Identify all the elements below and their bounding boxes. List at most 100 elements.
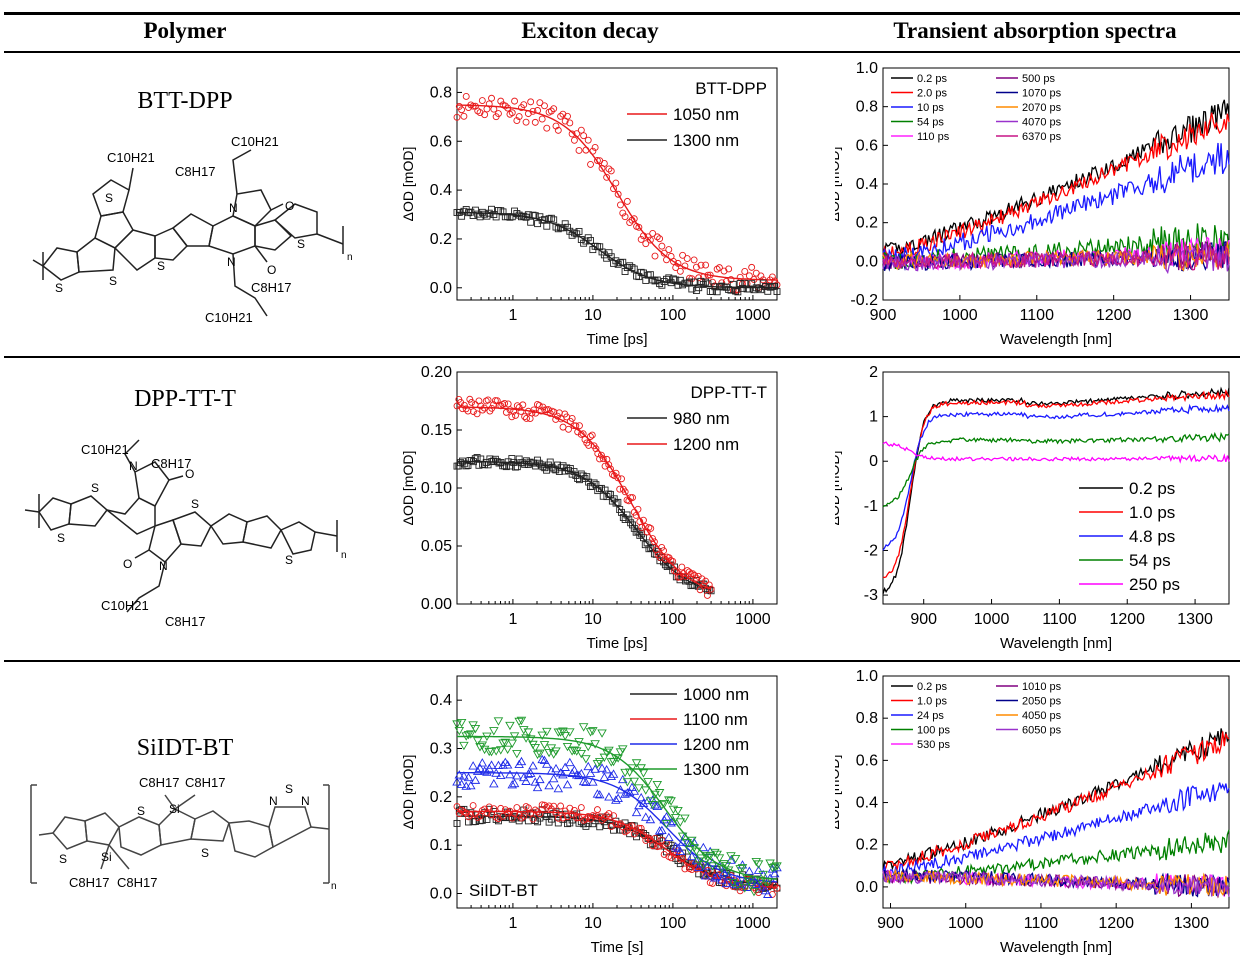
data-point: [592, 445, 600, 453]
data-point: [501, 399, 508, 407]
data-point: [527, 98, 535, 106]
data-point: [505, 721, 515, 731]
data-point: [739, 284, 746, 292]
data-point: [531, 806, 539, 814]
x-tick-label: 10: [584, 307, 602, 324]
x-tick-label: 1300: [1177, 611, 1213, 628]
data-point: [568, 415, 576, 422]
data-point: [682, 837, 692, 847]
y-tick-label: 0.6: [430, 133, 452, 150]
data-point: [658, 242, 666, 250]
data-point: [593, 806, 601, 814]
data-point: [456, 718, 467, 728]
data-point: [664, 796, 674, 805]
data-point: [565, 757, 575, 767]
data-point: [512, 412, 519, 419]
x-tick-label: 1000: [735, 611, 771, 628]
data-point: [544, 780, 554, 790]
data-point: [460, 401, 468, 409]
data-point: [663, 563, 671, 571]
legend-label: 1300 nm: [683, 760, 749, 779]
structure-siidt-bt-label-12: n: [331, 881, 337, 892]
x-tick-label: 1100: [1024, 915, 1059, 932]
data-point: [773, 884, 781, 892]
data-point: [498, 739, 508, 748]
legend-label: 4070 ps: [1022, 117, 1062, 129]
legend-label: 1100 nm: [683, 710, 748, 729]
data-point: [490, 457, 498, 465]
data-point: [517, 407, 525, 415]
data-point: [601, 462, 609, 470]
data-point: [610, 812, 617, 820]
data-point: [634, 800, 644, 810]
legend-label: 54 ps: [1129, 551, 1171, 570]
data-point: [703, 853, 713, 862]
structure-dpp-tt-t-label-6: S: [191, 497, 199, 511]
data-point: [497, 97, 505, 105]
structure-btt-dpp-label-0: C10H21: [107, 150, 155, 165]
data-point: [586, 433, 594, 440]
structure-dpp-tt-t-label-3: C8H17: [165, 614, 205, 629]
data-point: [516, 716, 527, 726]
data-point: [507, 780, 518, 789]
y-tick-label: 0.8: [430, 84, 452, 101]
data-point: [707, 862, 718, 871]
data-point: [758, 870, 768, 880]
data-point: [499, 208, 507, 216]
y-tick-label: 0.0: [430, 280, 452, 297]
data-point: [673, 806, 683, 816]
x-tick-label: 1200: [1109, 611, 1145, 628]
data-point: [650, 790, 660, 800]
structure-dpp-tt-t: C10H21 C8H17 C10H21 C8H17 S S S S O O N …: [24, 439, 347, 629]
data-point: [626, 219, 634, 226]
data-point: [488, 94, 495, 102]
data-point: [518, 814, 525, 822]
data-point: [653, 835, 661, 843]
data-point: [707, 585, 715, 593]
x-tick-label: 1100: [1042, 611, 1077, 628]
data-point: [453, 803, 461, 810]
data-point: [464, 461, 472, 469]
structure-btt-dpp-label-1: C10H21: [231, 134, 279, 149]
data-point: [466, 730, 476, 739]
data-point: [576, 422, 583, 430]
data-point: [539, 463, 547, 471]
data-point: [702, 577, 710, 585]
data-point: [642, 240, 650, 248]
data-point: [676, 267, 684, 275]
data-point: [691, 855, 702, 865]
x-tick-label: 1200: [1096, 307, 1132, 324]
data-point: [613, 793, 623, 802]
legend-label: 250 ps: [1129, 575, 1180, 594]
series-line: [882, 241, 1230, 271]
data-point: [554, 126, 562, 134]
header-transient-absorption: Transient absorption spectra: [893, 18, 1177, 43]
data-point: [629, 777, 640, 787]
data-point: [588, 777, 598, 786]
data-point: [509, 778, 520, 788]
data-point: [489, 727, 499, 736]
data-point: [682, 839, 692, 848]
legend-label: 1200 nm: [683, 735, 749, 754]
x-tick-label: 10: [584, 915, 602, 932]
x-tick-label: 900: [910, 611, 937, 628]
data-point: [502, 760, 513, 769]
data-point: [621, 268, 629, 275]
data-point: [581, 755, 591, 764]
data-point: [594, 758, 605, 767]
data-point: [604, 792, 614, 801]
data-point: [462, 93, 470, 100]
data-point: [511, 97, 519, 105]
structure-dpp-tt-t-label-2: C10H21: [101, 598, 149, 613]
data-point: [526, 458, 534, 466]
data-point: [643, 528, 651, 536]
data-point: [584, 136, 592, 144]
data-point: [477, 402, 485, 410]
data-point: [580, 239, 588, 247]
data-point: [559, 814, 567, 822]
data-point: [507, 739, 518, 748]
data-point: [558, 727, 568, 736]
data-point: [592, 789, 603, 798]
data-point: [493, 717, 504, 726]
chart-ta-btt-dpp: 900 1000 1100 1200 1300 -0.2 0.0 0.2 0.4 0.6 0.8 1.…: [835, 60, 1230, 348]
